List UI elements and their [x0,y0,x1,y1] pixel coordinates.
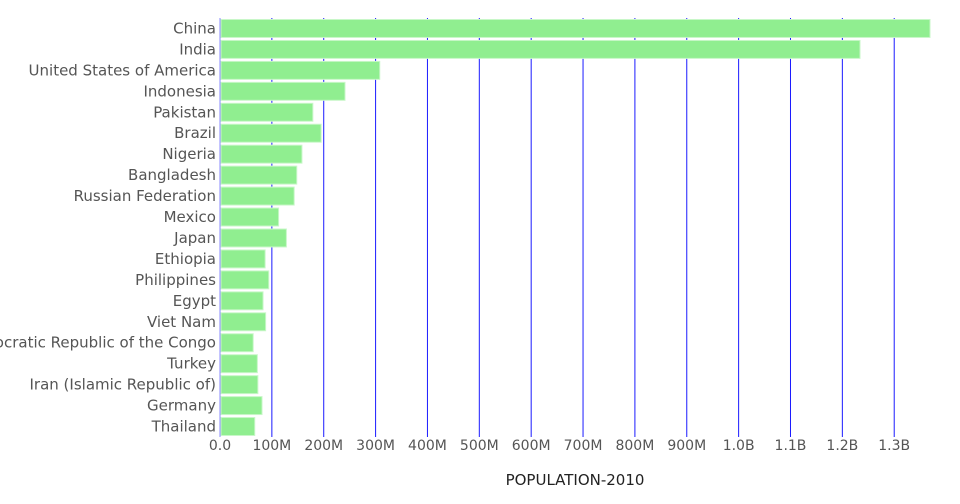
bar [220,186,295,206]
bar [220,165,298,185]
category-label: Mexico [164,208,216,226]
category-label: Russian Federation [74,187,216,205]
x-tick-label: 0.0 [209,438,231,454]
x-tick-label: 1.0B [723,438,755,454]
category-label: Indonesia [143,82,216,100]
bar [220,312,267,332]
x-axis-label: POPULATION-2010 [506,471,645,489]
x-tick-label: 1.3B [878,438,910,454]
bars [220,19,931,436]
bar [220,375,259,395]
category-label: Philippines [135,271,216,289]
category-label: Germany [147,397,216,415]
bar [220,249,266,269]
gridlines [219,18,895,437]
category-labels: China India United States of America Indone… [0,19,216,435]
bar [220,396,263,416]
category-label: Pakistan [153,103,216,121]
bar [220,207,280,227]
x-tick-label: 100M [252,438,291,454]
category-label: Bangladesh [128,166,216,184]
category-label: Egypt [173,292,216,310]
x-tick-label: 1.1B [775,438,807,454]
category-label: India [179,40,216,58]
bar [220,102,314,122]
bar [220,19,931,38]
bar [220,291,264,311]
bar [220,228,287,248]
x-tick-label: 700M [564,438,603,454]
x-tick-label: 900M [667,438,706,454]
category-label: Brazil [174,124,216,142]
x-tick-label: 800M [615,438,654,454]
x-tick-label: 200M [304,438,343,454]
category-label: Japan [173,229,216,247]
x-tick-label: 400M [408,438,447,454]
x-tick-labels: 0.0 100M 200M 300M 400M 500M 600M 700M 800M 900M 1… [209,438,910,454]
category-label: Viet Nam [147,313,216,331]
bar [220,333,254,353]
bar [220,144,303,164]
bar [220,39,861,59]
category-label: Democratic Republic of the Congo [0,334,216,352]
bar [220,417,256,436]
category-label: United States of America [29,61,216,79]
category-label: Turkey [166,355,216,373]
category-label: Thailand [151,418,216,436]
bar [220,81,346,101]
category-label: Nigeria [162,145,216,163]
category-label: Ethiopia [155,250,216,268]
category-label: Iran (Islamic Republic of) [30,376,217,394]
x-tick-label: 600M [512,438,551,454]
bar [220,60,381,80]
bar [220,270,270,290]
category-label: China [173,19,216,37]
bar [220,123,322,143]
bar [220,354,258,374]
x-tick-label: 1.2B [826,438,858,454]
x-tick-label: 300M [356,438,395,454]
x-tick-label: 500M [460,438,499,454]
